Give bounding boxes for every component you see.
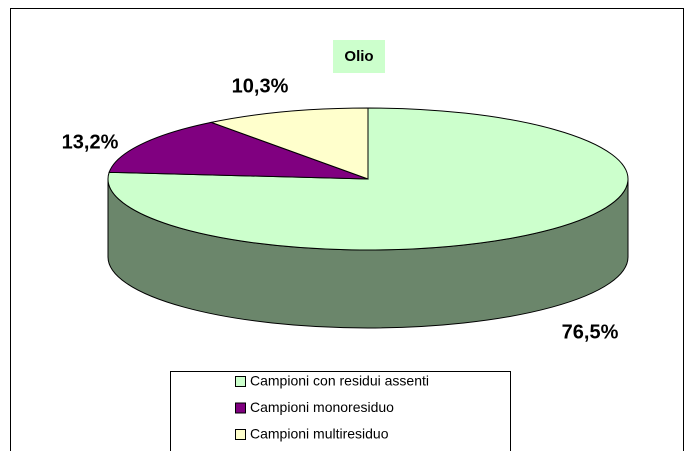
pie-slice <box>108 121 369 180</box>
legend-swatch <box>235 402 246 414</box>
title-box <box>333 40 385 73</box>
data-label: 13,2% <box>62 131 119 153</box>
legend: Campioni con residui assenti Campioni mon… <box>235 373 429 442</box>
data-label: 10,3% <box>232 75 289 97</box>
chart-title: Olio <box>344 48 373 65</box>
pie: 76,5% 13,2% 10,3% <box>62 75 629 343</box>
legend-label: Campioni multiresiduo <box>250 426 389 442</box>
legend-label: Campioni monoresiduo <box>250 399 394 415</box>
data-label: 76,5% <box>562 321 619 343</box>
legend-label: Campioni con residui assenti <box>250 373 429 389</box>
pie-slice <box>209 107 369 180</box>
pie-slice <box>107 107 629 251</box>
legend-box <box>170 371 511 451</box>
legend-swatch <box>235 429 246 440</box>
legend-swatch <box>235 376 246 387</box>
